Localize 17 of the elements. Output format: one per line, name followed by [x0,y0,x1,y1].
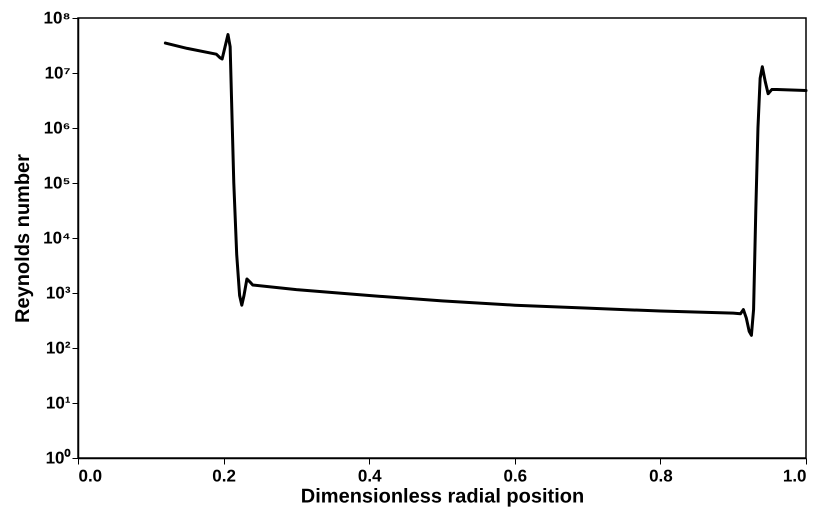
y-tick-label: 10¹ [46,394,71,412]
x-tick-label: 0.8 [649,466,673,486]
y-tick-label: 10⁰ [46,448,70,468]
y-tick-label: 10⁷ [44,64,70,82]
x-tick-label: 1.0 [782,466,806,486]
y-tick-label: 10⁴ [43,228,70,248]
x-tick-label: 0.0 [78,466,102,486]
x-tick-label: 0.6 [503,466,528,486]
x-axis-title: Dimensionless radial position [300,486,584,508]
y-axis-title: Reynolds number [12,154,34,323]
y-tick-label: 10³ [46,284,71,302]
y-tick-label: 10⁵ [44,174,70,192]
y-tick-label: 10² [46,338,71,358]
x-tick-label: 0.4 [358,466,382,486]
y-tick-label: 10⁶ [44,118,70,138]
y-tick-label: 10⁸ [44,8,70,28]
x-tick-label: 0.2 [212,466,236,486]
